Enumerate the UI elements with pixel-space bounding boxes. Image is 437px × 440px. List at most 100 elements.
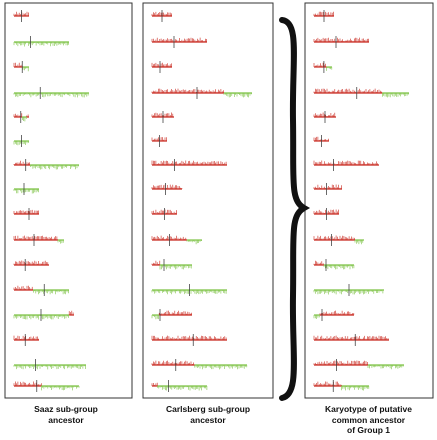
chromosome — [13, 309, 74, 321]
chromosome — [151, 159, 227, 171]
chromosome — [151, 111, 174, 123]
chromosome — [13, 259, 49, 271]
label-line: Carlsberg sub-group — [165, 404, 251, 414]
chromosome — [13, 234, 64, 246]
chromosome-segment — [313, 335, 389, 341]
karyotype-panel — [4, 2, 133, 399]
chromosome — [313, 135, 329, 147]
chromosome-segment — [151, 335, 227, 341]
chromosome-segment — [323, 264, 355, 270]
chromosome-segment — [151, 88, 224, 94]
chromosome-segment — [13, 188, 39, 194]
chromosome-segment — [313, 184, 342, 190]
chromosome-segment — [13, 285, 34, 291]
chromosome-segment — [26, 114, 29, 118]
label-line: common ancestor — [331, 414, 406, 425]
chromosome-segment — [151, 62, 172, 68]
chromosome-segment — [13, 41, 69, 47]
panel-frame — [142, 2, 274, 399]
chromosome — [151, 61, 172, 73]
chromosome-segment — [313, 88, 383, 94]
chromosome — [313, 284, 384, 296]
curly-brace — [279, 17, 311, 401]
chromosome — [313, 61, 333, 73]
chromosome-segment — [194, 364, 248, 370]
chromosome — [313, 36, 369, 48]
chromosome-segment — [68, 310, 74, 316]
chromosome — [13, 135, 29, 147]
chromosome-segment — [382, 92, 409, 98]
chromosome-segment — [313, 381, 342, 387]
chromosome-segment — [159, 264, 192, 270]
chromosome — [151, 36, 207, 48]
chromosome — [13, 61, 29, 73]
panel-label-carlsberg: Carlsberg sub-group ancestor — [140, 404, 276, 425]
chromosome — [151, 359, 248, 371]
chromosome-segment — [151, 360, 195, 366]
chromosome-segment — [319, 310, 355, 316]
chromosome — [13, 36, 69, 48]
chromosome — [151, 334, 227, 346]
chromosome-segment — [151, 382, 158, 387]
chromosome — [313, 259, 355, 271]
chromosome-segment — [157, 385, 208, 391]
karyotype-panel — [142, 2, 274, 399]
chromosome — [151, 135, 167, 147]
chromosome-segment — [367, 364, 404, 370]
chromosome-segment — [13, 364, 86, 370]
chromosome-segment — [57, 239, 64, 244]
chromosome — [151, 259, 192, 271]
label-line: ancestor — [48, 414, 84, 425]
chromosome-segment — [313, 37, 369, 43]
chromosome — [151, 208, 177, 220]
chromosome-segment — [313, 160, 379, 166]
chromosome — [13, 111, 29, 123]
label-line: Saaz sub-group — [34, 404, 98, 414]
chromosome — [13, 284, 69, 296]
chromosome — [151, 10, 172, 22]
chromosome — [13, 183, 39, 195]
chromosome-segment — [13, 260, 49, 266]
chromosome-segment — [223, 92, 252, 98]
chromosome-segment — [313, 314, 320, 319]
chromosome-segment — [313, 235, 355, 241]
chromosome-segment — [313, 360, 368, 366]
karyotype-panel — [304, 2, 434, 399]
chromosome-segment — [158, 310, 192, 316]
chromosome-segment — [186, 239, 202, 245]
chromosome-segment — [13, 381, 42, 387]
chromosome-segment — [326, 66, 333, 71]
chromosome-segment — [151, 314, 160, 320]
chromosome — [151, 234, 202, 246]
chromosome — [313, 111, 336, 123]
chromosome-segment — [313, 62, 327, 68]
chromosome — [313, 208, 339, 220]
chromosome-segment — [13, 235, 58, 241]
chromosome — [13, 359, 86, 371]
label-line: ancestor — [190, 414, 226, 425]
chromosome — [313, 87, 409, 99]
chromosome — [13, 380, 80, 392]
chromosome-segment — [313, 260, 324, 266]
chromosome — [151, 380, 208, 392]
label-line: Karyotype of putative — [325, 404, 412, 414]
chromosome — [151, 309, 192, 321]
chromosome — [313, 183, 342, 195]
chromosome-segment — [151, 184, 183, 190]
chromosome-segment — [13, 209, 39, 215]
chromosome-segment — [13, 335, 39, 341]
chromosome — [313, 159, 379, 171]
chromosome — [313, 359, 404, 371]
chromosome — [313, 334, 389, 346]
panel-frame — [304, 2, 434, 399]
chromosome-segment — [151, 160, 227, 166]
chromosome-segment — [41, 385, 80, 391]
chromosome-segment — [151, 260, 161, 266]
chromosome-segment — [341, 385, 370, 391]
panel-label-saaz: Saaz sub-group ancestor — [0, 404, 132, 425]
chromosome — [313, 234, 364, 246]
chromosome — [13, 87, 89, 99]
label-line: of Group 1 — [347, 425, 390, 435]
chromosome-segment — [13, 62, 23, 68]
